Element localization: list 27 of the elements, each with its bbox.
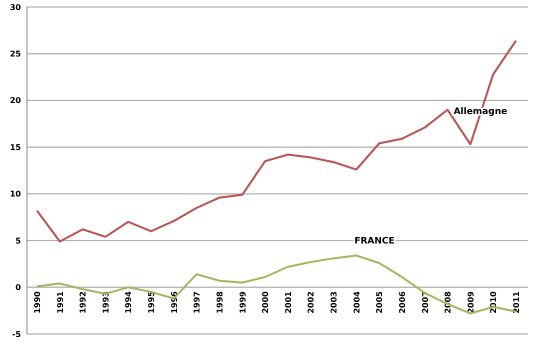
x-tick-label: 2003 — [330, 291, 339, 314]
x-tick-label: 2011 — [512, 290, 521, 314]
y-tick-label: 20 — [10, 96, 22, 106]
y-tick-label: 0 — [15, 283, 22, 292]
x-tick-label: 1995 — [147, 290, 156, 314]
line-series — [36, 40, 517, 243]
series-label: FRANCE — [354, 236, 395, 247]
y-tick-label: 5 — [15, 236, 22, 246]
y-tick-label: 15 — [10, 142, 22, 152]
y-tick-label: -5 — [12, 330, 22, 339]
x-tick-label: 2001 — [284, 290, 293, 314]
y-tick-label: 30 — [10, 2, 22, 12]
x-tick-label: 2000 — [261, 290, 270, 314]
x-tick-label: 1990 — [33, 290, 42, 314]
y-tick-label: 10 — [10, 190, 22, 199]
x-tick-label: 2009 — [466, 290, 476, 314]
x-tick-label: 2006 — [398, 290, 407, 314]
x-tick-label: 1998 — [215, 290, 224, 314]
x-tick-label: 1997 — [192, 291, 202, 314]
x-tick-label: 2002 — [306, 291, 316, 314]
x-tick-label: 2005 — [375, 290, 384, 314]
x-tick-label: 1991 — [56, 290, 65, 314]
x-tick-label: 1999 — [238, 290, 248, 314]
x-tick-label: 2004 — [352, 290, 362, 314]
x-tick-label: 1992 — [78, 291, 88, 314]
y-tick-label: 25 — [10, 50, 22, 59]
x-tick-label: 1994 — [124, 290, 134, 314]
